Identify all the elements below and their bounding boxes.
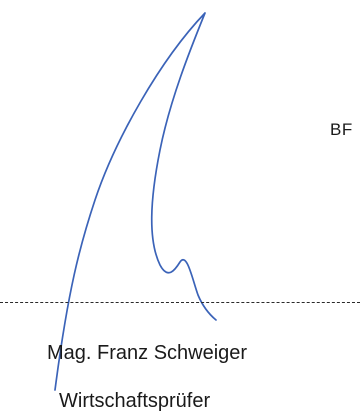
side-label: BF xyxy=(330,120,353,139)
signer-name: Mag. Franz Schweiger xyxy=(47,342,248,364)
signature-stroke xyxy=(54,12,217,391)
signer-title: Wirtschaftsprüfer xyxy=(59,390,211,412)
signature-line xyxy=(0,302,360,303)
